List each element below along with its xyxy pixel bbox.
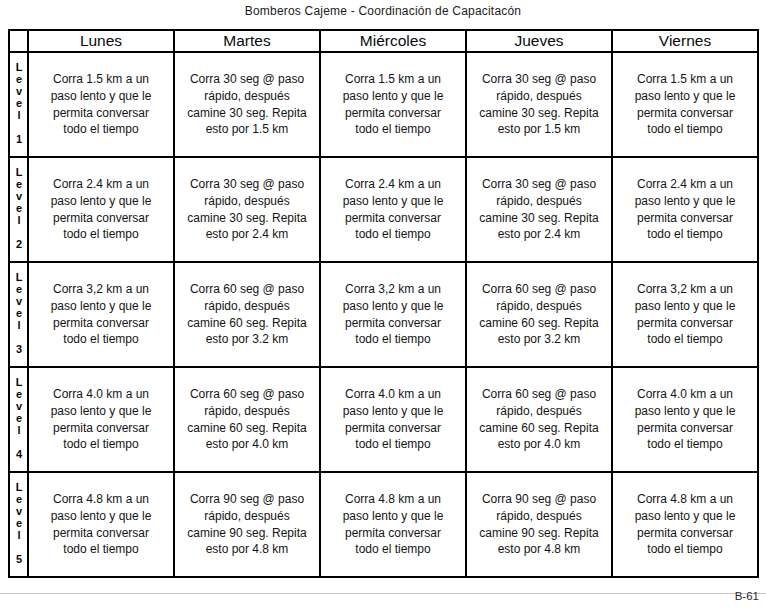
- schedule-text: Corra 4.0 km a un paso lento y que le pe…: [332, 386, 454, 452]
- day-header-miercoles: Miércoles: [320, 30, 466, 52]
- day-header-lunes: Lunes: [28, 30, 174, 52]
- footer-divider: [0, 593, 766, 594]
- level-5-label-cell: Level 5: [9, 472, 28, 577]
- schedule-cell-l3-miercoles: Corra 3,2 km a un paso lento y que le pe…: [320, 262, 466, 367]
- schedule-cell-l5-martes: Corra 90 seg @ paso rápido, después cami…: [174, 472, 320, 577]
- schedule-cell-l5-lunes: Corra 4.8 km a un paso lento y que le pe…: [28, 472, 174, 577]
- page-number: B-61: [735, 590, 759, 602]
- day-header-viernes: Viernes: [612, 30, 758, 52]
- schedule-cell-l3-viernes: Corra 3,2 km a un paso lento y que le pe…: [612, 262, 758, 367]
- schedule-cell-l3-martes: Corra 60 seg @ paso rápido, después cami…: [174, 262, 320, 367]
- schedule-cell-l4-lunes: Corra 4.0 km a un paso lento y que le pe…: [28, 367, 174, 472]
- table-row-level-5: Level 5 Corra 4.8 km a un paso lento y q…: [9, 472, 758, 577]
- schedule-cell-l5-viernes: Corra 4.8 km a un paso lento y que le pe…: [612, 472, 758, 577]
- schedule-text: Corra 3,2 km a un paso lento y que le pe…: [624, 281, 746, 347]
- schedule-cell-l2-lunes: Corra 2.4 km a un paso lento y que le pe…: [28, 157, 174, 262]
- schedule-cell-l4-martes: Corra 60 seg @ paso rápido, después cami…: [174, 367, 320, 472]
- schedule-text: Corra 60 seg @ paso rápido, después cami…: [186, 386, 308, 452]
- day-header-jueves: Jueves: [466, 30, 612, 52]
- schedule-cell-l1-lunes: Corra 1.5 km a un paso lento y que le pe…: [28, 52, 174, 157]
- day-header-martes: Martes: [174, 30, 320, 52]
- schedule-cell-l1-martes: Corra 30 seg @ paso rápido, después cami…: [174, 52, 320, 157]
- schedule-text: Corra 60 seg @ paso rápido, después cami…: [186, 281, 308, 347]
- schedule-text: Corra 30 seg @ paso rápido, después cami…: [186, 176, 308, 242]
- schedule-cell-l5-jueves: Corra 90 seg @ paso rápido, después cami…: [466, 472, 612, 577]
- schedule-text: Corra 1.5 km a un paso lento y que le pe…: [332, 71, 454, 137]
- schedule-text: Corra 90 seg @ paso rápido, después cami…: [186, 491, 308, 557]
- schedule-cell-l4-miercoles: Corra 4.0 km a un paso lento y que le pe…: [320, 367, 466, 472]
- level-4-label-cell: Level 4: [9, 367, 28, 472]
- schedule-text: Corra 60 seg @ paso rápido, después cami…: [478, 281, 600, 347]
- schedule-text: Corra 1.5 km a un paso lento y que le pe…: [40, 71, 162, 137]
- schedule-cell-l3-jueves: Corra 60 seg @ paso rápido, después cami…: [466, 262, 612, 367]
- level-3-label-cell: Level 3: [9, 262, 28, 367]
- schedule-text: Corra 3,2 km a un paso lento y que le pe…: [332, 281, 454, 347]
- level-5-label: Level 5: [13, 481, 24, 565]
- schedule-cell-l2-martes: Corra 30 seg @ paso rápido, después cami…: [174, 157, 320, 262]
- schedule-text: Corra 1.5 km a un paso lento y que le pe…: [624, 71, 746, 137]
- schedule-cell-l2-miercoles: Corra 2.4 km a un paso lento y que le pe…: [320, 157, 466, 262]
- level-2-label-cell: Level 2: [9, 157, 28, 262]
- schedule-cell-l2-jueves: Corra 30 seg @ paso rápido, después cami…: [466, 157, 612, 262]
- schedule-text: Corra 4.8 km a un paso lento y que le pe…: [40, 491, 162, 557]
- schedule-text: Corra 90 seg @ paso rápido, después cami…: [478, 491, 600, 557]
- schedule-text: Corra 4.8 km a un paso lento y que le pe…: [624, 491, 746, 557]
- level-3-label: Level 3: [13, 271, 24, 355]
- page-title: Bomberos Cajeme - Coordinación de Capaci…: [0, 4, 766, 18]
- table-row-level-4: Level 4 Corra 4.0 km a un paso lento y q…: [9, 367, 758, 472]
- schedule-cell-l1-miercoles: Corra 1.5 km a un paso lento y que le pe…: [320, 52, 466, 157]
- level-2-label: Level 2: [13, 166, 24, 250]
- schedule-cell-l4-jueves: Corra 60 seg @ paso rápido, después cami…: [466, 367, 612, 472]
- schedule-text: Corra 4.8 km a un paso lento y que le pe…: [332, 491, 454, 557]
- schedule-text: Corra 30 seg @ paso rápido, después cami…: [478, 176, 600, 242]
- level-4-label: Level 4: [13, 376, 24, 460]
- schedule-text: Corra 2.4 km a un paso lento y que le pe…: [624, 176, 746, 242]
- header-row: Lunes Martes Miércoles Jueves Viernes: [9, 30, 758, 52]
- schedule-cell-l1-viernes: Corra 1.5 km a un paso lento y que le pe…: [612, 52, 758, 157]
- schedule-text: Corra 2.4 km a un paso lento y que le pe…: [332, 176, 454, 242]
- table-row-level-2: Level 2 Corra 2.4 km a un paso lento y q…: [9, 157, 758, 262]
- schedule-cell-l4-viernes: Corra 4.0 km a un paso lento y que le pe…: [612, 367, 758, 472]
- schedule-text: Corra 4.0 km a un paso lento y que le pe…: [40, 386, 162, 452]
- schedule-cell-l3-lunes: Corra 3,2 km a un paso lento y que le pe…: [28, 262, 174, 367]
- schedule-text: Corra 4.0 km a un paso lento y que le pe…: [624, 386, 746, 452]
- table-row-level-3: Level 3 Corra 3,2 km a un paso lento y q…: [9, 262, 758, 367]
- schedule-text: Corra 60 seg @ paso rápido, después cami…: [478, 386, 600, 452]
- corner-cell: [9, 30, 28, 52]
- schedule-text: Corra 30 seg @ paso rápido, después cami…: [478, 71, 600, 137]
- schedule-text: Corra 3,2 km a un paso lento y que le pe…: [40, 281, 162, 347]
- training-schedule-table: Lunes Martes Miércoles Jueves Viernes Le…: [8, 29, 759, 578]
- level-1-label-cell: Level 1: [9, 52, 28, 157]
- table-row-level-1: Level 1 Corra 1.5 km a un paso lento y q…: [9, 52, 758, 157]
- schedule-text: Corra 2.4 km a un paso lento y que le pe…: [40, 176, 162, 242]
- schedule-cell-l5-miercoles: Corra 4.8 km a un paso lento y que le pe…: [320, 472, 466, 577]
- schedule-text: Corra 30 seg @ paso rápido, después cami…: [186, 71, 308, 137]
- document-page: Bomberos Cajeme - Coordinación de Capaci…: [0, 0, 766, 609]
- level-1-label: Level 1: [13, 61, 24, 145]
- schedule-cell-l2-viernes: Corra 2.4 km a un paso lento y que le pe…: [612, 157, 758, 262]
- schedule-cell-l1-jueves: Corra 30 seg @ paso rápido, después cami…: [466, 52, 612, 157]
